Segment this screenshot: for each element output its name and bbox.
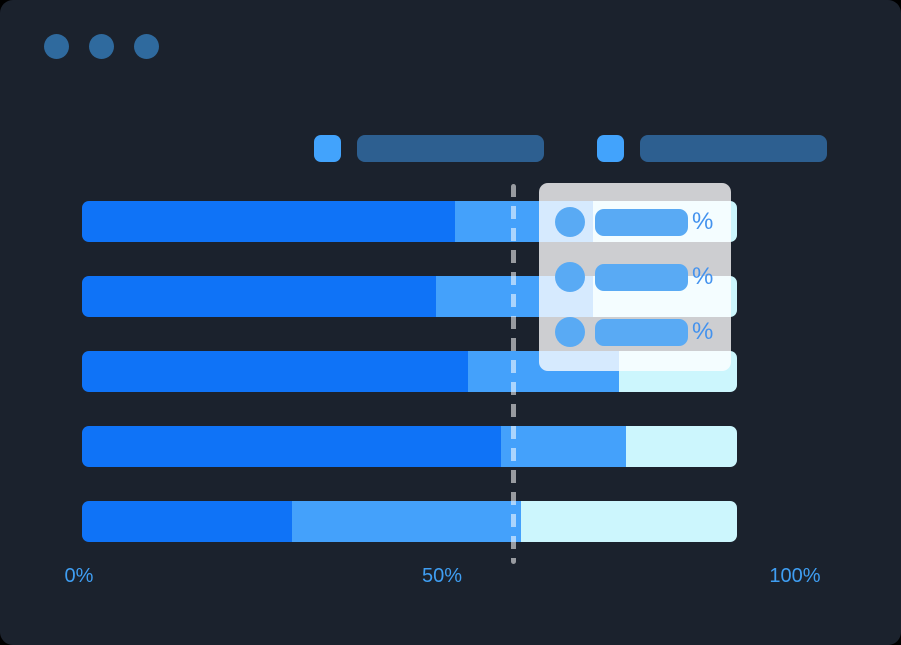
bar-segment-2[interactable] xyxy=(291,501,521,542)
bar-segment-2[interactable] xyxy=(501,426,626,467)
legend-label-placeholder xyxy=(640,135,827,162)
tooltip-value-placeholder xyxy=(595,318,688,346)
bar-segment-1[interactable] xyxy=(82,426,502,467)
bar-row[interactable] xyxy=(82,501,737,542)
tooltip-panel: % % % xyxy=(539,183,731,371)
legend-item-1[interactable] xyxy=(314,135,544,162)
tooltip-percent-label: % xyxy=(692,208,714,235)
series-dot-icon xyxy=(555,207,585,237)
tooltip-percent-label: % xyxy=(692,263,714,290)
tooltip-row: % xyxy=(539,261,731,293)
series-dot-icon xyxy=(555,262,585,292)
bar-segment-1[interactable] xyxy=(82,351,469,392)
series-dot-icon xyxy=(555,317,585,347)
legend-label-placeholder xyxy=(357,135,544,162)
bar-segment-1[interactable] xyxy=(82,276,436,317)
tooltip-row: % xyxy=(539,316,731,348)
bar-segment-3[interactable] xyxy=(520,501,737,542)
x-axis-tick-50: 50% xyxy=(421,565,463,587)
legend-item-2[interactable] xyxy=(597,135,827,162)
x-axis-tick-100: 100% xyxy=(769,565,821,587)
window-control-dot[interactable] xyxy=(134,34,159,59)
tooltip-value-placeholder xyxy=(595,208,688,236)
bar-segment-1[interactable] xyxy=(82,201,456,242)
window-control-dot[interactable] xyxy=(89,34,114,59)
bar-segment-1[interactable] xyxy=(82,501,292,542)
tooltip-percent-label: % xyxy=(692,318,714,345)
bar-row[interactable] xyxy=(82,426,737,467)
tooltip-row: % xyxy=(539,206,731,238)
window-control-dot[interactable] xyxy=(44,34,69,59)
bar-segment-3[interactable] xyxy=(625,426,737,467)
tooltip-value-placeholder xyxy=(595,263,688,291)
window-controls xyxy=(44,34,159,59)
x-axis-tick-0: 0% xyxy=(64,565,94,587)
legend-swatch-icon xyxy=(597,135,624,162)
dashed-guideline xyxy=(511,184,516,564)
legend-swatch-icon xyxy=(314,135,341,162)
